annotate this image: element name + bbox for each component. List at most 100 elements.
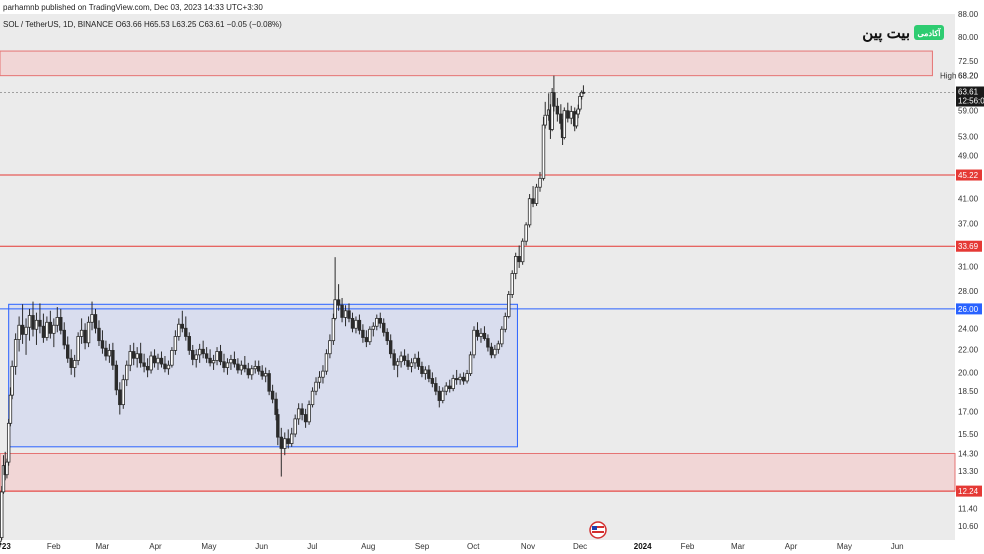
candle[interactable] [395,358,400,378]
candle[interactable] [152,349,157,368]
candle[interactable] [314,377,318,396]
candle[interactable] [555,97,560,122]
candle[interactable] [97,320,101,347]
candle[interactable] [368,326,372,345]
candle[interactable] [197,343,202,363]
candle[interactable] [296,403,301,425]
candle[interactable] [343,305,348,327]
candle[interactable] [552,75,556,112]
candle[interactable] [34,312,39,345]
candle[interactable] [423,366,428,380]
candle[interactable] [145,358,150,378]
candle[interactable] [507,290,511,319]
candle[interactable] [578,92,582,112]
candle[interactable] [489,342,494,359]
candle[interactable] [142,353,146,373]
price-level-badge[interactable]: 45.22 [956,169,982,181]
candle[interactable] [253,360,257,374]
candle[interactable] [493,344,497,359]
candle[interactable] [135,347,139,368]
candle[interactable] [283,432,287,456]
candle[interactable] [86,316,91,348]
candle[interactable] [574,109,579,129]
candle[interactable] [581,85,586,94]
candle[interactable] [107,343,112,363]
candle[interactable] [527,194,532,228]
candle[interactable] [361,324,365,343]
candle[interactable] [257,360,261,375]
candle[interactable] [454,369,459,385]
candle[interactable] [465,369,469,384]
candle[interactable] [211,354,216,370]
candle[interactable] [170,347,174,368]
candle[interactable] [121,374,125,409]
candle[interactable] [333,257,337,321]
candle[interactable] [409,358,414,373]
candle[interactable] [239,360,244,375]
candle[interactable] [486,334,490,352]
candle[interactable] [543,101,547,129]
candle[interactable] [79,318,84,344]
candle[interactable] [461,372,466,385]
candle[interactable] [10,360,14,400]
candle[interactable] [31,301,35,337]
candle[interactable] [448,379,452,393]
candle[interactable] [229,354,233,370]
candle[interactable] [500,326,504,348]
candle[interactable] [62,322,66,350]
candle[interactable] [569,105,573,125]
candle[interactable] [104,340,108,361]
candle[interactable] [55,307,59,333]
candle[interactable] [111,342,115,370]
candle[interactable] [246,362,250,379]
candle[interactable] [225,358,230,375]
candle[interactable] [72,354,77,378]
candle[interactable] [385,328,389,345]
candle[interactable] [93,308,98,334]
candle[interactable] [375,314,379,331]
candle[interactable] [156,353,160,370]
candle[interactable] [194,349,198,368]
candle[interactable] [163,355,167,373]
candle[interactable] [482,326,487,341]
candle[interactable] [218,344,223,366]
candle[interactable] [76,332,80,366]
price-level-badge[interactable]: 33.69 [956,240,982,252]
candle[interactable] [267,369,271,396]
candle[interactable] [444,382,448,396]
candle[interactable] [354,316,358,334]
candle[interactable] [364,330,369,348]
candle[interactable] [208,349,212,367]
candle[interactable] [430,372,435,388]
candle[interactable] [416,351,421,370]
candle[interactable] [279,427,283,477]
candle[interactable] [52,318,56,348]
candle[interactable] [406,353,410,370]
time-axis[interactable]: '23 Feb Mar Apr May Jun Jul Aug Sep Oct Nov Dec 2024… [0,542,904,551]
candle[interactable] [514,252,518,280]
price-level-badge[interactable]: 12.24 [956,485,982,497]
candle[interactable] [222,353,226,373]
candle[interactable] [534,183,539,206]
candle[interactable] [579,90,584,100]
candle[interactable] [503,312,507,333]
candle[interactable] [83,323,87,350]
candle[interactable] [48,310,53,339]
candle[interactable] [324,349,329,375]
candle[interactable] [204,347,209,363]
candle[interactable] [458,373,462,385]
candle[interactable] [559,104,563,130]
candle[interactable] [413,353,417,369]
candle[interactable] [201,340,205,359]
candle[interactable] [191,344,195,366]
candle[interactable] [215,347,219,366]
candle[interactable] [576,104,580,119]
demand-zone[interactable] [0,452,956,492]
candle[interactable] [250,365,254,380]
candle[interactable] [24,318,28,355]
candle[interactable] [5,458,9,479]
candle[interactable] [300,403,304,421]
candle[interactable] [27,308,32,341]
candle[interactable] [510,270,514,298]
